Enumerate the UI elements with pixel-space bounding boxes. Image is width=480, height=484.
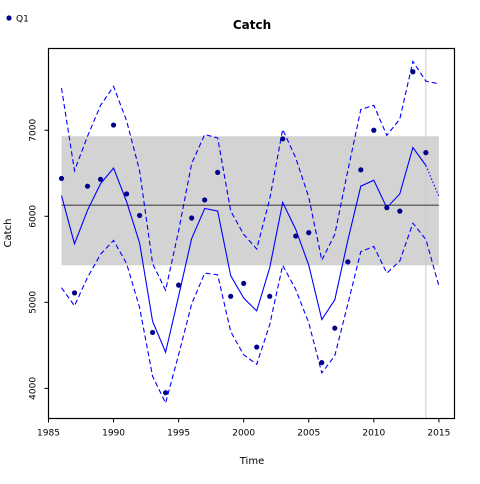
plot-layer	[58, 48, 440, 419]
data-point	[163, 390, 169, 396]
x-tick-label: 2005	[297, 429, 320, 439]
data-point	[110, 122, 117, 128]
data-point	[293, 233, 299, 239]
data-point	[84, 183, 91, 189]
legend: Q1	[6, 15, 29, 25]
x-tick-label: 2010	[362, 429, 385, 439]
x-axis-label: Time	[239, 456, 264, 467]
data-point	[384, 205, 390, 211]
data-point	[228, 293, 234, 299]
series-line-3-dashed	[61, 222, 440, 405]
data-point	[123, 191, 130, 197]
x-tick-label: 1990	[102, 429, 125, 439]
data-point	[345, 259, 351, 265]
y-tick-label: 4000	[29, 377, 39, 400]
data-point	[397, 208, 403, 214]
data-point	[358, 167, 364, 173]
data-point	[319, 359, 325, 366]
series-line-2-dashed	[60, 60, 440, 292]
series-line-1-solid	[60, 146, 427, 354]
x-tick-label: 1995	[167, 429, 190, 439]
data-point	[150, 329, 156, 336]
legend-marker	[6, 15, 12, 21]
axes-layer: 1985 1990 1995 2000 2005 2010 2015 4000 5000 6000…	[29, 119, 451, 439]
data-point	[371, 127, 377, 133]
data-point	[136, 212, 143, 219]
plot-frame	[47, 47, 456, 420]
y-tick-label: 6000	[29, 205, 39, 228]
data-point	[71, 290, 78, 296]
legend-label: Q1	[16, 15, 29, 25]
band-rect	[61, 136, 439, 266]
chart-title: Catch	[233, 18, 271, 32]
y-tick-label: 7000	[29, 119, 39, 142]
data-point	[280, 136, 286, 142]
y-axis-label: Catch	[3, 219, 14, 248]
x-tick-label: 2015	[427, 429, 450, 439]
data-point	[410, 69, 416, 75]
data-point	[306, 230, 312, 236]
y-tick-label: 5000	[29, 291, 39, 314]
data-point	[423, 150, 429, 156]
data-point	[254, 344, 260, 350]
data-point	[215, 169, 221, 176]
x-tick-label: 2000	[232, 429, 255, 439]
data-point	[202, 197, 208, 203]
data-point	[176, 282, 182, 288]
data-point	[58, 175, 65, 182]
data-point	[97, 176, 104, 182]
data-point	[189, 215, 195, 221]
series-line-4-dotted	[425, 165, 440, 197]
data-point	[332, 325, 338, 331]
data-point	[241, 280, 247, 287]
x-tick-label: 1985	[37, 429, 60, 439]
data-point	[267, 293, 273, 299]
